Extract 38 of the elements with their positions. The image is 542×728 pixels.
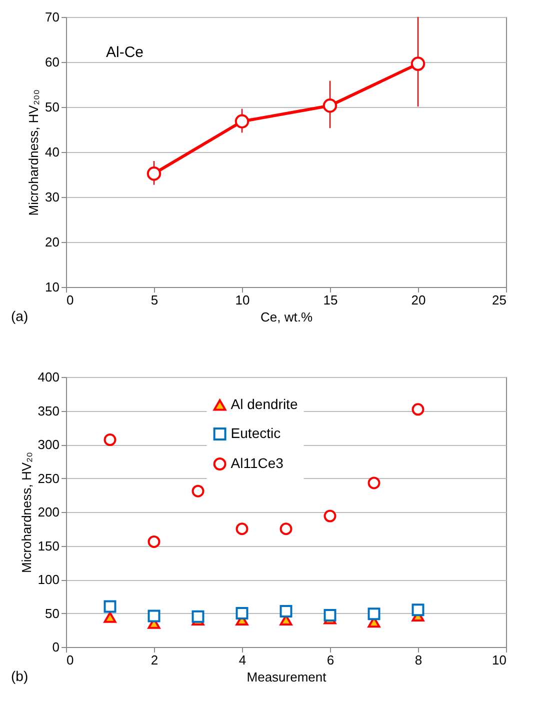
y-tick-label: 70: [45, 10, 60, 24]
y-axis-title: Microhardness, HV₂₀₀: [26, 89, 42, 216]
y-tick-label: 250: [38, 470, 60, 486]
y-tick-label: 150: [38, 538, 60, 554]
annotation: Al-Ce: [106, 44, 144, 62]
x-tick-label: 10: [492, 652, 506, 668]
x-tick-label: 8: [414, 652, 422, 668]
y-tick-label: 60: [45, 54, 60, 70]
text: (b): [11, 668, 28, 684]
x-tick-label: 0: [66, 652, 74, 668]
y-tick-label: 50: [45, 606, 60, 621]
x-tick-label: 2: [150, 652, 158, 668]
legend-label: Eutectic: [230, 425, 281, 441]
y-tick-label: 40: [45, 144, 60, 160]
y-tick-label: 50: [45, 100, 60, 114]
x-tick-label: 6: [326, 652, 334, 668]
x-axis-title: Ce, wt.%: [260, 310, 313, 324]
y-tick-label: 20: [45, 234, 60, 250]
x-tick-label: 15: [323, 292, 338, 308]
y-axis-title: Microhardness, HV₂₀: [18, 452, 34, 573]
y-tick-label: 10: [45, 280, 60, 294]
y-tick-label: 30: [45, 190, 60, 204]
x-tick-label: 4: [238, 652, 246, 668]
x-tick-label: 5: [150, 292, 158, 308]
y-tick-label: 0: [52, 640, 60, 654]
x-tick-label: 0: [66, 292, 74, 308]
y-tick-label: 350: [38, 403, 60, 418]
x-tick-label: 25: [492, 292, 506, 308]
legend-label: Al11Ce3: [230, 455, 284, 471]
y-tick-label: 300: [38, 437, 60, 452]
x-tick-label: 10: [235, 292, 250, 308]
y-tick-label: 100: [38, 572, 60, 587]
text: (a): [11, 308, 28, 324]
legend-label: Al dendrite: [230, 396, 298, 412]
x-axis-title: Measurement: [246, 670, 327, 684]
y-tick-label: 200: [38, 504, 60, 520]
x-tick-label: 20: [411, 292, 426, 308]
y-tick-label: 400: [38, 370, 60, 384]
